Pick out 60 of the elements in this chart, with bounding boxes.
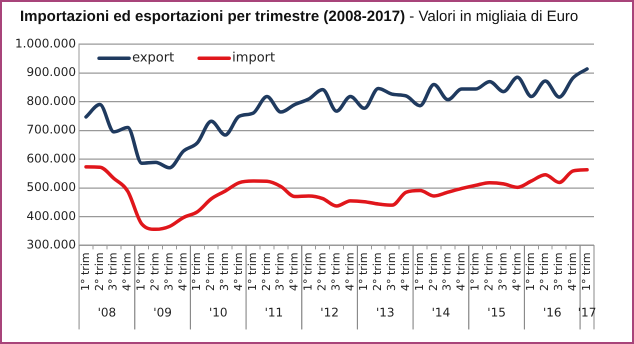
- x-tick-label: 2° trim: [204, 252, 218, 292]
- x-tick-label: 4° trim: [288, 252, 301, 292]
- x-tick-label: 3° trim: [496, 252, 510, 292]
- x-tick-label: 2° trim: [371, 252, 384, 292]
- y-tick-label: 700.000: [26, 122, 76, 137]
- x-tick-label: 3° trim: [274, 252, 287, 292]
- x-tick-label: 4° trim: [120, 252, 134, 292]
- x-tick-label: 4° trim: [343, 252, 356, 292]
- x-tick-label: 3° trim: [162, 252, 176, 292]
- x-tick-label: 4° trim: [176, 252, 190, 292]
- x-tick-label: 4° trim: [566, 252, 579, 292]
- x-tick-label: 3° trim: [440, 252, 454, 292]
- x-tick-label: 2° trim: [426, 252, 440, 292]
- x-tick-label: 1° trim: [412, 252, 426, 292]
- x-tick-label: 2° trim: [482, 252, 496, 292]
- x-tick-label: 1° trim: [302, 252, 315, 292]
- y-tick-label: 900.000: [26, 65, 76, 80]
- x-tick-label: 4° trim: [398, 252, 412, 292]
- x-tick-label: 1° trim: [580, 252, 593, 292]
- x-tick-label: 3° trim: [106, 252, 120, 292]
- x-tick-label: 2° trim: [260, 252, 273, 292]
- text: '09: [153, 306, 172, 320]
- x-tick-label: 1° trim: [468, 252, 482, 292]
- y-tick-label: 800.000: [26, 94, 76, 108]
- x-tick-label: 1° trim: [524, 252, 538, 292]
- x-tick-label: 2° trim: [315, 252, 328, 292]
- x-tick-label: 3° trim: [385, 252, 398, 292]
- x-tick-label: 2° trim: [92, 252, 106, 292]
- x-tick-label: 1° trim: [246, 252, 259, 292]
- legend-label: export: [132, 50, 174, 66]
- x-tick-label: 1° trim: [134, 252, 148, 292]
- y-tick-label: 1.000.000: [14, 36, 76, 50]
- text: '11: [264, 306, 284, 320]
- x-tick-label: 4° trim: [454, 252, 468, 292]
- x-tick-label: 1° trim: [357, 252, 370, 292]
- text: '10: [208, 306, 228, 320]
- text: '12: [320, 306, 339, 320]
- y-tick-label: 600.000: [26, 151, 76, 166]
- text: '15: [487, 306, 506, 320]
- y-tick-label: 500.000: [26, 180, 76, 194]
- text: '08: [98, 306, 116, 320]
- x-tick-label: 1° trim: [190, 252, 204, 292]
- x-tick-label: 4° trim: [510, 252, 524, 292]
- y-tick-label: 400.000: [26, 208, 76, 223]
- x-tick-label: 3° trim: [218, 252, 232, 292]
- x-tick-label: 2° trim: [538, 252, 552, 292]
- x-tick-label: 1° trim: [78, 252, 92, 292]
- x-tick-label: 3° trim: [552, 252, 566, 292]
- chart-title: Importazioni ed esportazioni per trimestre (2008-2017) - Valori in migliaia di Euro: [20, 8, 578, 25]
- text: '13: [376, 306, 395, 320]
- line-series: [84, 67, 589, 170]
- line-series: [84, 165, 589, 232]
- text: '16: [542, 306, 562, 320]
- legend-label: import: [232, 50, 276, 66]
- y-tick-label: 300.000: [26, 238, 76, 252]
- text: '17: [578, 306, 596, 320]
- text: '14: [432, 306, 450, 320]
- x-tick-label: 4° trim: [232, 252, 245, 292]
- x-tick-label: 2° trim: [148, 252, 162, 292]
- x-tick-label: 3° trim: [329, 252, 342, 292]
